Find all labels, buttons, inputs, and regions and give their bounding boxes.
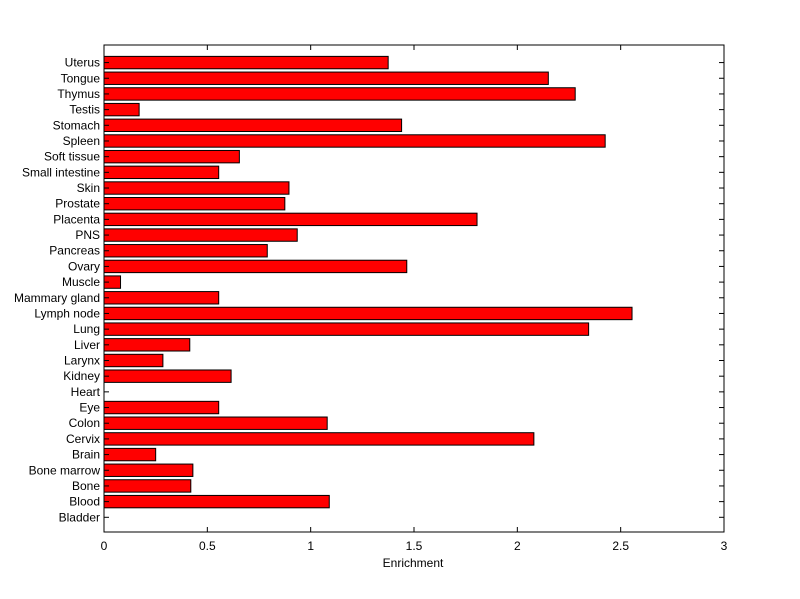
category-label-tongue: Tongue bbox=[61, 71, 101, 85]
bar-liver bbox=[103, 338, 191, 352]
category-label-mammary-gland: Mammary gland bbox=[14, 291, 100, 305]
x-tick-label: 1.5 bbox=[406, 539, 423, 553]
category-label-thymus: Thymus bbox=[57, 87, 100, 101]
category-label-larynx: Larynx bbox=[64, 354, 100, 368]
bar-stomach bbox=[103, 118, 403, 132]
category-label-muscle: Muscle bbox=[62, 275, 100, 289]
category-label-brain: Brain bbox=[72, 448, 100, 462]
bar-bone bbox=[103, 479, 192, 493]
bar-ovary bbox=[103, 259, 408, 274]
category-label-testis: Testis bbox=[69, 103, 100, 117]
bar-spleen bbox=[103, 134, 606, 148]
bar-blood bbox=[103, 494, 330, 509]
bar-brain bbox=[103, 447, 157, 462]
category-label-liver: Liver bbox=[74, 338, 100, 352]
bar-mammary-gland bbox=[103, 291, 220, 305]
bar-uterus bbox=[103, 55, 389, 70]
category-label-small-intestine: Small intestine bbox=[22, 165, 100, 179]
category-label-cervix: Cervix bbox=[66, 432, 100, 446]
category-label-placenta: Placenta bbox=[53, 212, 100, 226]
x-tick-labels-group: 0 0.5 1 1.5 2 2.5 3 bbox=[101, 539, 728, 553]
bar-pns bbox=[103, 228, 298, 242]
x-tick-label: 2 bbox=[514, 539, 521, 553]
bar-soft-tissue bbox=[103, 149, 240, 164]
x-tick-label: 0 bbox=[101, 539, 108, 553]
category-label-pancreas: Pancreas bbox=[49, 244, 100, 258]
bar-bone-marrow bbox=[103, 463, 194, 477]
category-label-eye: Eye bbox=[79, 401, 100, 415]
bar-tongue bbox=[103, 71, 549, 85]
bar-cervix bbox=[103, 432, 535, 446]
bar-lung bbox=[103, 322, 590, 336]
plot-frame bbox=[103, 44, 725, 533]
category-label-spleen: Spleen bbox=[63, 134, 100, 148]
bar-lymph-node bbox=[103, 306, 633, 321]
category-label-kidney: Kidney bbox=[63, 369, 100, 383]
category-label-pns: PNS bbox=[75, 228, 100, 242]
bar-colon bbox=[103, 416, 328, 430]
plot-background bbox=[104, 45, 724, 532]
bar-thymus bbox=[103, 87, 576, 101]
category-label-bone: Bone bbox=[72, 479, 100, 493]
category-label-colon: Colon bbox=[69, 416, 100, 430]
category-label-ovary: Ovary bbox=[68, 259, 100, 273]
category-label-uterus: Uterus bbox=[65, 56, 100, 70]
category-label-bladder: Bladder bbox=[59, 510, 100, 524]
category-label-bone-marrow: Bone marrow bbox=[29, 463, 101, 477]
category-label-heart: Heart bbox=[71, 385, 101, 399]
bar-larynx bbox=[103, 353, 164, 368]
bar-pancreas bbox=[103, 244, 268, 258]
bar-placenta bbox=[103, 212, 478, 227]
category-label-lung: Lung bbox=[73, 322, 100, 336]
ticks-group bbox=[103, 45, 725, 532]
bar-eye bbox=[103, 400, 220, 415]
x-tick-label: 3 bbox=[721, 539, 728, 553]
category-label-skin: Skin bbox=[77, 181, 100, 195]
x-tick-label: 0.5 bbox=[199, 539, 216, 553]
x-tick-label: 2.5 bbox=[612, 539, 629, 553]
category-label-stomach: Stomach bbox=[53, 118, 100, 132]
bar-prostate bbox=[103, 197, 286, 211]
x-axis-title: Enrichment bbox=[383, 556, 444, 570]
bar-testis bbox=[103, 102, 140, 117]
bar-small-intestine bbox=[103, 165, 220, 180]
x-tick-label: 1 bbox=[307, 539, 314, 553]
category-label-lymph-node: Lymph node bbox=[34, 306, 100, 320]
category-label-prostate: Prostate bbox=[55, 197, 100, 211]
category-label-soft-tissue: Soft tissue bbox=[44, 150, 100, 164]
category-label-blood: Blood bbox=[69, 495, 100, 509]
bar-skin bbox=[103, 181, 290, 195]
bar-kidney bbox=[103, 369, 232, 383]
